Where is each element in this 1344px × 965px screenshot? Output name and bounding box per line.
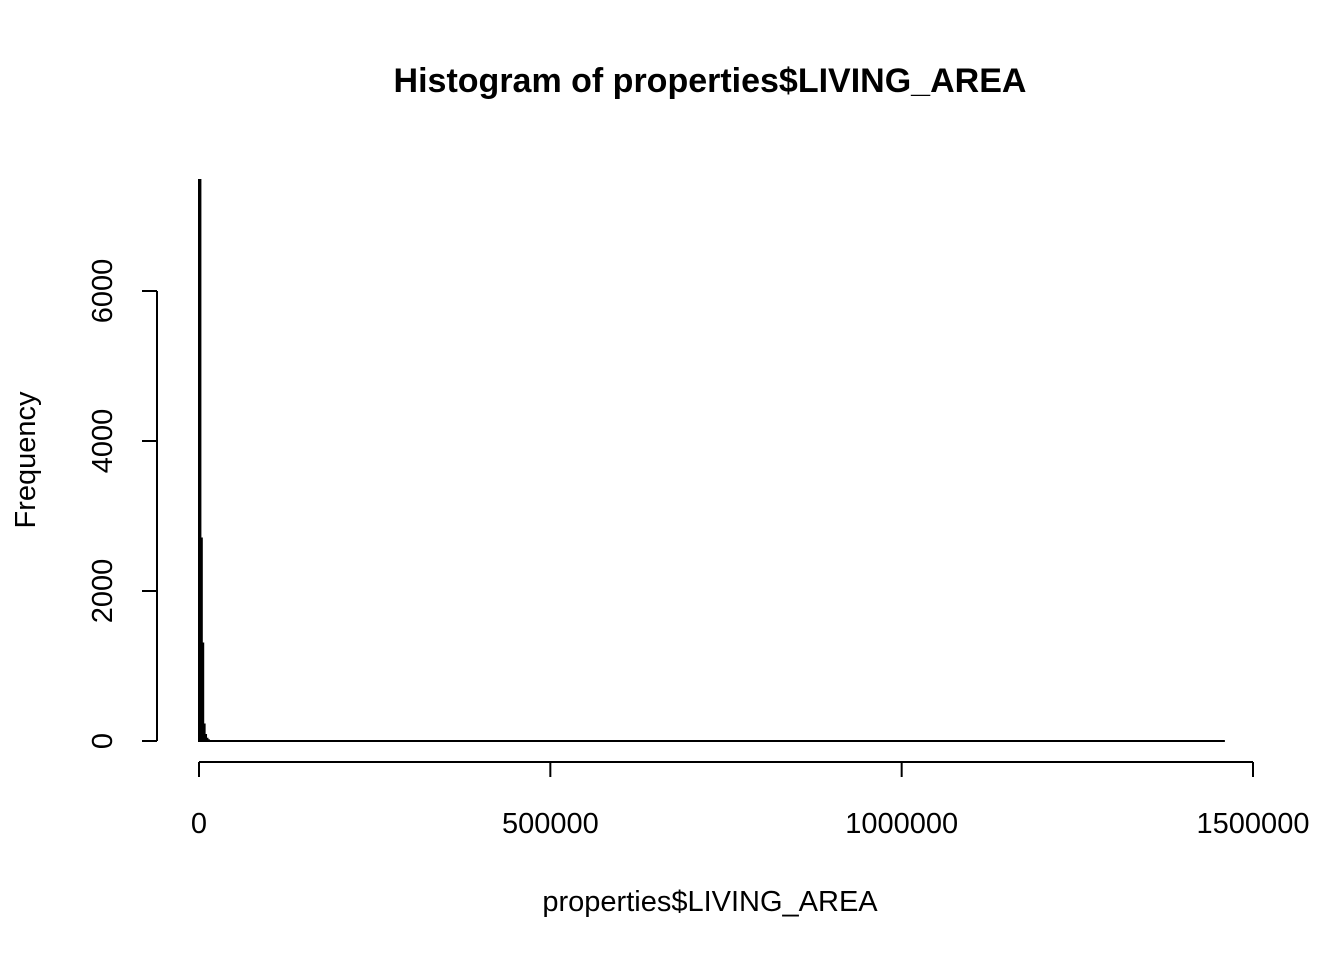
y-tick-label: 4000 [87,409,119,474]
y-axis-label: Frequency [10,391,42,529]
x-tick-label: 1000000 [845,808,958,840]
x-axis: 0 500000 1000000 1500000 [191,761,1310,840]
chart-title: Histogram of properties$LIVING_AREA [394,62,1027,100]
x-tick-label: 1500000 [1197,808,1310,840]
y-tick-label: 2000 [87,559,119,624]
y-axis: 0 2000 4000 6000 [87,259,158,749]
x-tick-label: 500000 [502,808,599,840]
y-tick-label: 0 [87,733,119,749]
x-tick-label: 0 [191,808,207,840]
histogram-bars [198,179,210,742]
x-axis-label: properties$LIVING_AREA [542,886,878,918]
y-tick-label: 6000 [87,259,119,324]
